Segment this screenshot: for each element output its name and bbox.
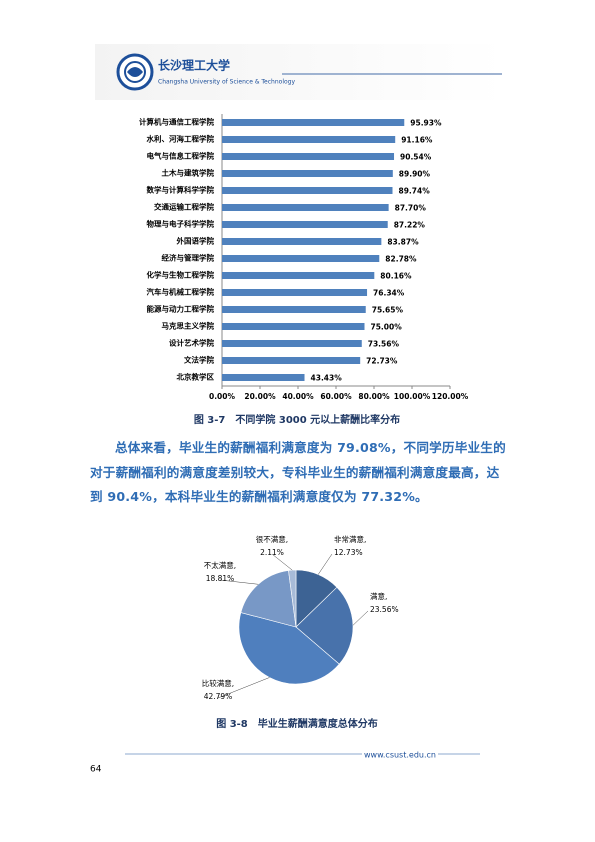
footer-mask (362, 748, 438, 760)
bar (222, 289, 368, 296)
bar (222, 323, 365, 330)
logo (116, 53, 154, 91)
slice-label: 非常满意, (334, 534, 366, 544)
y-tick-label: 水利、河海工程学院 (147, 134, 215, 144)
data-label: 80.16% (380, 272, 412, 281)
data-label: 82.78% (385, 255, 417, 264)
x-tick-label: 0.00% (209, 392, 236, 401)
data-label: 90.54% (400, 153, 432, 162)
y-tick-label: 外国语学院 (177, 236, 215, 246)
y-tick-label: 马克思主义学院 (162, 321, 215, 331)
chart-caption: 图 3-7 不同学院 3000 元以上薪酬比率分布 (194, 413, 400, 426)
header-band (95, 44, 505, 100)
bar (222, 153, 395, 160)
slice-label: 满意, (370, 591, 387, 601)
x-tick-label: 20.00% (244, 392, 276, 401)
data-label: 87.70% (395, 204, 427, 213)
leader-line (317, 553, 333, 575)
x-tick-label: 60.00% (320, 392, 352, 401)
slice-label: 很不满意, (256, 534, 288, 544)
bar (222, 119, 405, 126)
data-label: 43.43% (311, 374, 343, 383)
y-tick-label: 能源与动力工程学院 (147, 304, 215, 314)
slice-value: 23.56% (370, 605, 399, 614)
y-tick-label: 北京教学区 (177, 372, 215, 382)
bar (222, 255, 380, 262)
bar (222, 136, 396, 143)
bar (222, 272, 375, 279)
bar (222, 187, 393, 194)
bar (222, 374, 305, 381)
data-label: 73.56% (368, 340, 400, 349)
bar (222, 238, 382, 245)
y-tick-label: 计算机与通信工程学院 (139, 117, 214, 127)
x-tick-label: 120.00% (432, 392, 469, 401)
data-label: 83.87% (387, 238, 419, 247)
leader-line (271, 553, 293, 571)
x-tick-label: 100.00% (394, 392, 431, 401)
pie-slice (238, 612, 340, 685)
slice-label: 比较满意, (202, 678, 234, 688)
body-paragraph: 总体来看，毕业生的薪酬福利满意度为 79.08%，不同学历毕业生的对于薪酬福利的… (90, 440, 506, 504)
footer-url: www.csust.edu.cn (364, 751, 436, 760)
y-tick-label: 经济与管理学院 (162, 253, 215, 263)
x-tick-label: 80.00% (358, 392, 390, 401)
header-title: 长沙理工大学 (158, 58, 230, 73)
pie-slice (295, 586, 354, 665)
bar (222, 340, 362, 347)
leader-line (352, 610, 369, 626)
bar (222, 221, 388, 228)
slice-value: 2.11% (260, 548, 284, 557)
data-label: 76.34% (373, 289, 405, 298)
data-label: 75.65% (372, 306, 404, 315)
y-tick-label: 汽车与机械工程学院 (147, 287, 215, 297)
data-label: 75.00% (371, 323, 403, 332)
page-number: 64 (90, 765, 102, 775)
y-tick-label: 土木与建筑学院 (162, 168, 215, 178)
y-tick-label: 交通运输工程学院 (154, 202, 214, 212)
data-label: 89.90% (399, 170, 431, 179)
y-tick-label: 物理与电子科学学院 (147, 219, 215, 229)
data-label: 89.74% (399, 187, 431, 196)
data-label: 95.93% (410, 119, 442, 128)
chart-caption: 图 3-8 毕业生薪酬满意度总体分布 (216, 717, 378, 730)
y-tick-label: 文法学院 (184, 355, 214, 365)
data-label: 87.22% (394, 221, 426, 230)
leader-line (219, 579, 259, 585)
slice-value: 18.81% (206, 574, 235, 583)
y-tick-label: 设计艺术学院 (169, 338, 214, 348)
slice-value: 12.73% (334, 548, 363, 557)
y-tick-label: 数学与计算科学学院 (147, 185, 215, 195)
slice-label: 不太满意, (204, 560, 236, 570)
bar (222, 306, 366, 313)
pie-slice (240, 570, 297, 628)
bar (222, 204, 389, 211)
slice-value: 42.79% (204, 692, 233, 701)
y-tick-label: 电气与信息工程学院 (147, 151, 215, 161)
bar (222, 357, 361, 364)
x-tick-label: 40.00% (282, 392, 314, 401)
data-label: 91.16% (401, 136, 433, 145)
bar (222, 170, 393, 177)
data-label: 72.73% (366, 357, 398, 366)
leader-line (217, 677, 270, 699)
header-subtitle: Changsha University of Science & Technol… (158, 79, 295, 86)
y-tick-label: 化学与生物工程学院 (147, 270, 215, 280)
